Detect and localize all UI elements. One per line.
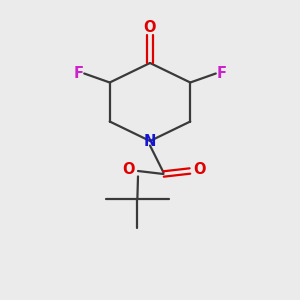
Text: O: O [144,20,156,35]
Text: O: O [122,162,135,177]
Text: F: F [74,66,84,81]
Text: F: F [216,66,226,81]
Text: O: O [194,162,206,177]
Text: N: N [144,134,156,148]
